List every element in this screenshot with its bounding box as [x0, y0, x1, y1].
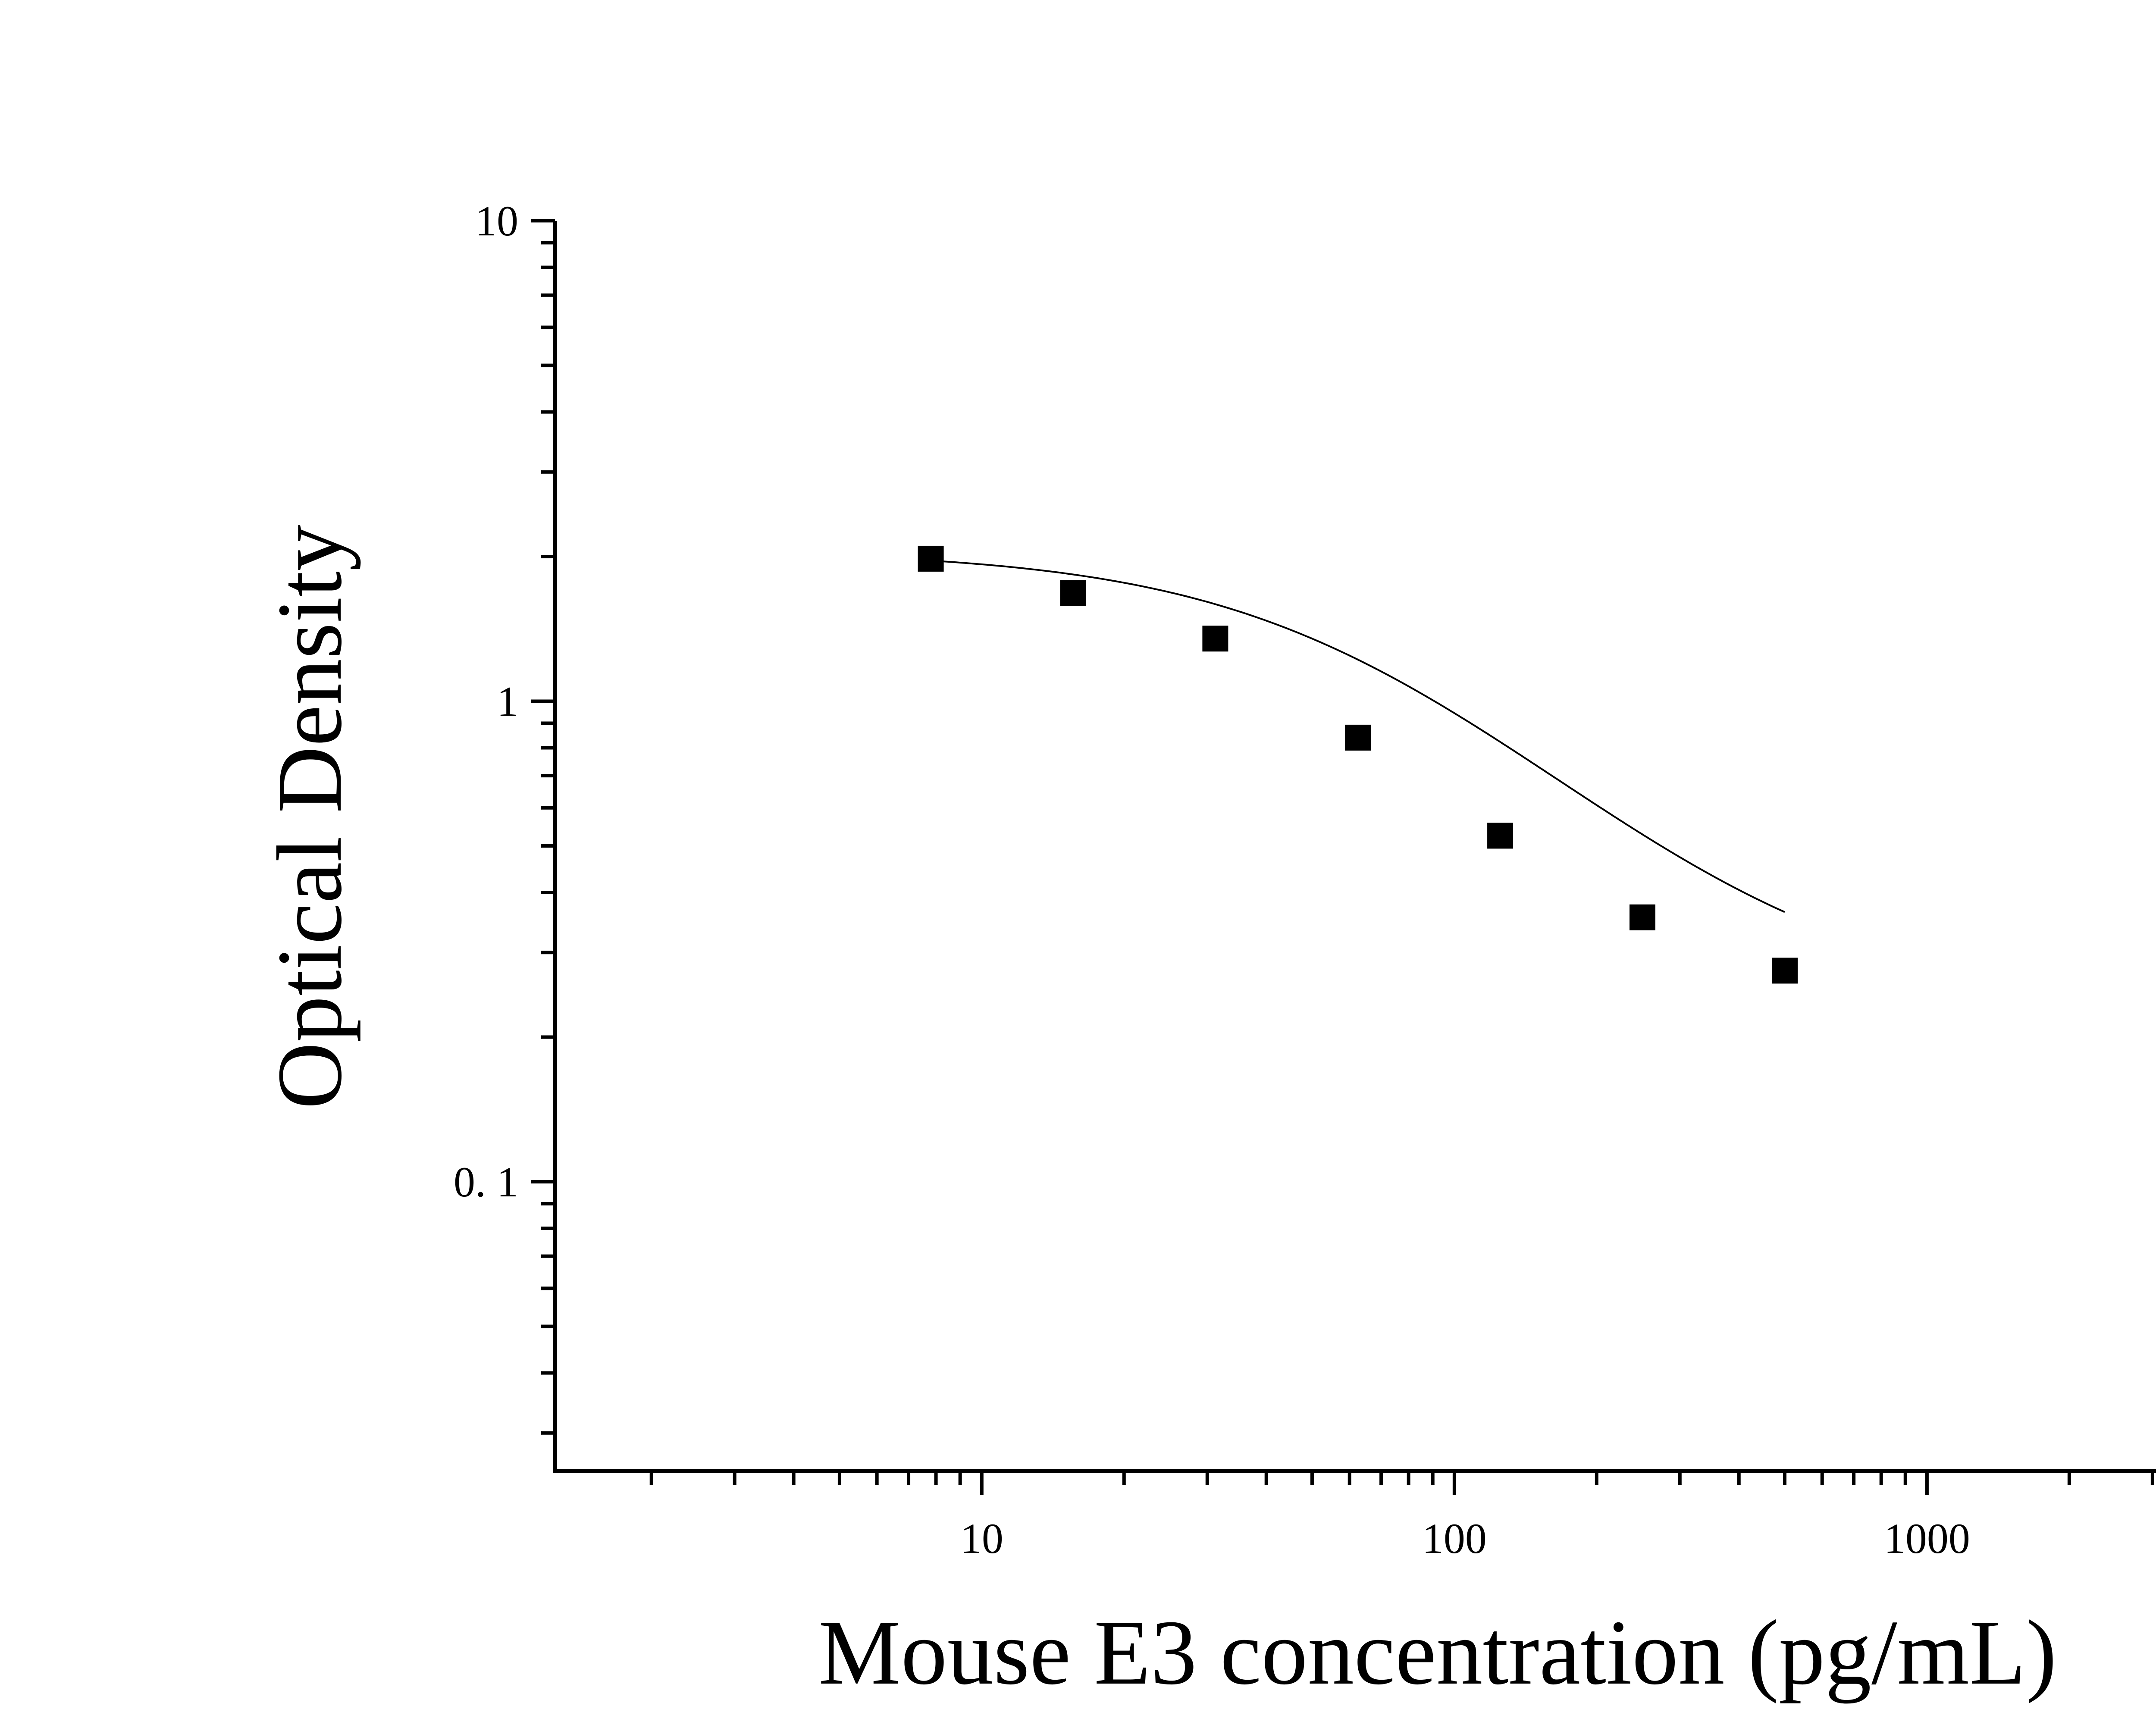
x-tick-label: 100 — [1422, 1515, 1487, 1562]
y-axis-ticks: 10 1 0. 1 — [454, 197, 555, 1435]
fitted-curve — [931, 560, 1785, 913]
data-point — [1060, 580, 1086, 606]
x-tick-label: 10 — [960, 1515, 1003, 1562]
x-axis-title: Mouse E3 concentration (pg/mL) — [818, 1601, 2057, 1704]
x-tick-label: 1000 — [1884, 1515, 1970, 1562]
data-point — [1345, 724, 1371, 751]
data-point — [918, 545, 944, 572]
data-points — [918, 545, 1798, 984]
y-tick-label: 10 — [475, 197, 518, 245]
y-tick-label: 1 — [497, 678, 518, 726]
y-tick-label: 0. 1 — [454, 1158, 518, 1206]
plot-area: 10 1 0. 1 10 100 1000 — [454, 197, 2156, 1562]
data-point — [1772, 958, 1798, 984]
y-axis-title: Optical Density — [258, 525, 361, 1109]
x-axis-ticks: 10 100 1000 — [649, 1471, 2154, 1562]
data-point — [1487, 823, 1514, 849]
data-point — [1630, 904, 1655, 930]
data-point — [1202, 626, 1228, 652]
